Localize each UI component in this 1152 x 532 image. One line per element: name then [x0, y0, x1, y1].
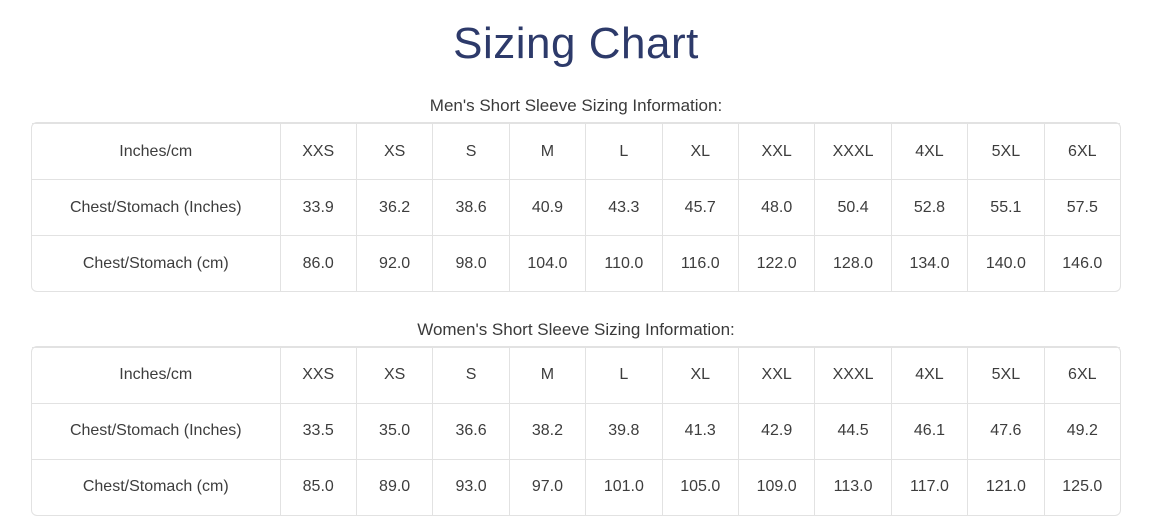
size-value-cell: 125.0	[1043, 458, 1120, 515]
size-value-cell: 93.0	[432, 458, 509, 515]
table-row: Chest/Stomach (cm) 85.0 89.0 93.0 97.0 101.0 1…	[32, 458, 1120, 515]
size-column-header: XS	[355, 123, 433, 180]
row-label-cell: Chest/Stomach (Inches)	[32, 402, 280, 459]
size-column-header: XL	[661, 123, 738, 180]
size-value-cell: 43.3	[585, 179, 662, 236]
size-value-cell: 109.0	[737, 458, 815, 515]
size-value-cell: 35.0	[355, 402, 433, 459]
size-column-header: M	[508, 123, 586, 180]
size-value-cell: 45.7	[661, 179, 738, 236]
size-value-cell: 110.0	[585, 235, 662, 292]
size-value-cell: 44.5	[814, 402, 891, 459]
size-column-header: XXXL	[814, 123, 891, 180]
table-header-row: Inches/cm XXS XS S M L XL XXL XXXL 4XL 5XL 6XL	[32, 123, 1120, 180]
size-column-header: L	[585, 346, 662, 403]
size-value-cell: 48.0	[737, 179, 815, 236]
size-value-cell: 85.0	[279, 458, 356, 515]
size-column-header: 6XL	[1043, 346, 1120, 403]
womens-sizing-section: Women's Short Sleeve Sizing Information:…	[0, 320, 1152, 516]
size-value-cell: 128.0	[814, 235, 891, 292]
row-label-cell: Chest/Stomach (Inches)	[32, 179, 280, 235]
size-value-cell: 104.0	[508, 235, 586, 292]
size-column-header: 5XL	[967, 346, 1044, 403]
units-header-cell: Inches/cm	[32, 346, 280, 403]
size-value-cell: 97.0	[508, 458, 586, 515]
womens-table-caption: Women's Short Sleeve Sizing Information:	[417, 320, 735, 340]
size-value-cell: 146.0	[1043, 235, 1120, 292]
size-column-header: S	[432, 123, 509, 180]
size-column-header: S	[432, 346, 509, 403]
size-value-cell: 38.6	[432, 179, 509, 236]
size-value-cell: 39.8	[585, 402, 662, 459]
size-value-cell: 42.9	[737, 402, 815, 459]
size-value-cell: 140.0	[967, 235, 1044, 292]
size-column-header: XXS	[279, 123, 356, 180]
size-value-cell: 121.0	[967, 458, 1044, 515]
size-column-header: XS	[355, 346, 433, 403]
size-value-cell: 89.0	[355, 458, 433, 515]
mens-sizing-table: Inches/cm XXS XS S M L XL XXL XXXL 4XL 5XL 6XL Chest…	[31, 122, 1121, 293]
size-value-cell: 117.0	[890, 458, 968, 515]
size-value-cell: 113.0	[814, 458, 891, 515]
size-value-cell: 122.0	[737, 235, 815, 292]
table-row: Chest/Stomach (Inches) 33.9 36.2 38.6 40.9 43…	[32, 179, 1120, 236]
size-value-cell: 98.0	[432, 235, 509, 292]
size-column-header: 5XL	[967, 123, 1044, 180]
size-value-cell: 134.0	[890, 235, 968, 292]
size-value-cell: 50.4	[814, 179, 891, 236]
size-column-header: 4XL	[890, 346, 968, 403]
table-row: Chest/Stomach (Inches) 33.5 35.0 36.6 38.2 39…	[32, 402, 1120, 459]
size-value-cell: 41.3	[661, 402, 738, 459]
size-value-cell: 52.8	[890, 179, 968, 236]
size-column-header: XXL	[737, 123, 815, 180]
row-label-cell: Chest/Stomach (cm)	[32, 235, 280, 291]
size-column-header: XL	[661, 346, 738, 403]
size-column-header: 4XL	[890, 123, 968, 180]
size-value-cell: 105.0	[661, 458, 738, 515]
size-value-cell: 57.5	[1043, 179, 1120, 236]
table-header-row: Inches/cm XXS XS S M L XL XXL XXXL 4XL 5XL 6XL	[32, 346, 1120, 403]
womens-sizing-table: Inches/cm XXS XS S M L XL XXL XXXL 4XL 5XL 6XL Chest…	[31, 345, 1121, 516]
size-column-header: XXXL	[814, 346, 891, 403]
size-value-cell: 38.2	[508, 402, 586, 459]
size-column-header: XXL	[737, 346, 815, 403]
table-row: Chest/Stomach (cm) 86.0 92.0 98.0 104.0 110.0…	[32, 235, 1120, 292]
units-header-cell: Inches/cm	[32, 123, 280, 179]
size-value-cell: 49.2	[1043, 402, 1120, 459]
size-column-header: M	[508, 346, 586, 403]
size-value-cell: 116.0	[661, 235, 738, 292]
size-value-cell: 101.0	[585, 458, 662, 515]
size-value-cell: 46.1	[890, 402, 968, 459]
size-value-cell: 40.9	[508, 179, 586, 236]
size-value-cell: 36.6	[432, 402, 509, 459]
size-value-cell: 47.6	[967, 402, 1044, 459]
size-value-cell: 33.9	[279, 179, 356, 236]
size-column-header: L	[585, 123, 662, 180]
mens-table-caption: Men's Short Sleeve Sizing Information:	[429, 96, 723, 116]
size-column-header: XXS	[279, 346, 356, 403]
size-value-cell: 55.1	[967, 179, 1044, 236]
size-value-cell: 36.2	[355, 179, 433, 236]
mens-sizing-section: Men's Short Sleeve Sizing Information: I…	[0, 96, 1152, 293]
size-value-cell: 92.0	[355, 235, 433, 292]
size-column-header: 6XL	[1043, 123, 1120, 180]
page-title: Sizing Chart	[453, 19, 699, 68]
size-value-cell: 33.5	[279, 402, 356, 459]
row-label-cell: Chest/Stomach (cm)	[32, 458, 280, 515]
size-value-cell: 86.0	[279, 235, 356, 292]
